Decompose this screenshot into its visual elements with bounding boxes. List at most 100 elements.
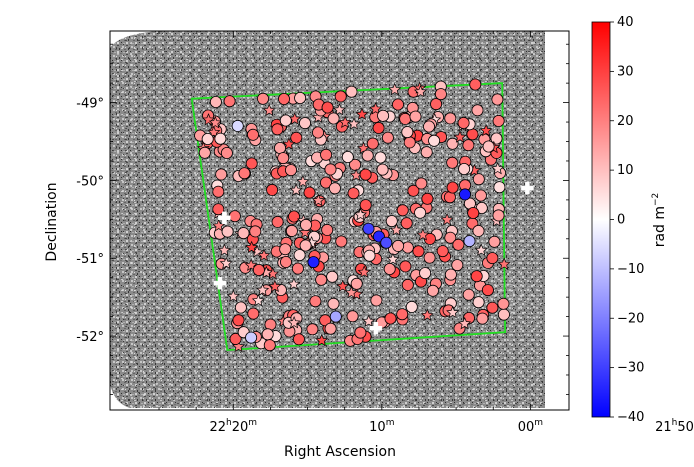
- extended-source-star: [440, 212, 454, 226]
- source-point: [228, 210, 241, 223]
- extended-source-star: [256, 283, 270, 296]
- source-point: [366, 137, 379, 150]
- source-point: [341, 150, 354, 163]
- source-point: [293, 249, 306, 262]
- source-point: [238, 167, 251, 180]
- source-point: [472, 296, 485, 309]
- source-point: [457, 116, 470, 129]
- extended-source-star: [332, 103, 347, 116]
- source-point: [292, 333, 305, 346]
- extended-source-star: [245, 240, 259, 254]
- source-point: [349, 158, 362, 171]
- colorbar-tick-label: 20: [617, 114, 634, 129]
- colorbar-label: rad m−2: [651, 193, 668, 248]
- extended-source-star: [315, 333, 329, 347]
- source-point: [446, 137, 459, 150]
- source-point: [198, 146, 211, 159]
- source-point: [363, 249, 376, 262]
- source-point: [335, 235, 348, 248]
- source-point-negative-rm: [380, 236, 393, 249]
- source-point: [299, 218, 312, 231]
- source-point: [285, 224, 298, 237]
- extended-source-star: [420, 308, 434, 322]
- source-point: [359, 199, 372, 212]
- source-point: [384, 312, 397, 325]
- source-point: [277, 152, 290, 165]
- source-point: [214, 132, 227, 145]
- source-point: [412, 245, 425, 258]
- source-point: [319, 314, 332, 327]
- source-point: [345, 85, 358, 98]
- source-point: [266, 183, 279, 196]
- extended-source-star: [497, 257, 511, 270]
- x-tick-minutes: 10: [369, 420, 386, 435]
- x-tick-label: 00m: [518, 418, 543, 435]
- source-point: [482, 140, 495, 153]
- colorbar-tick-label: 40: [617, 15, 634, 30]
- extended-source-star: [386, 252, 400, 266]
- source-point: [212, 203, 225, 216]
- extended-source-star: [282, 137, 296, 150]
- source-point: [370, 294, 383, 307]
- source-point: [252, 263, 265, 276]
- extended-source-star: [355, 107, 369, 121]
- source-point: [396, 204, 409, 217]
- source-point: [481, 284, 494, 297]
- source-point: [430, 98, 443, 111]
- source-point: [279, 114, 292, 127]
- extended-source-star: [491, 161, 505, 175]
- x-axis-ticks: 22h20m10m00m21h50m: [158, 31, 694, 435]
- extended-source-star: [287, 277, 301, 290]
- source-point: [279, 243, 292, 256]
- source-point: [391, 98, 404, 111]
- colorbar-tick-label: 30: [617, 64, 634, 79]
- source-point: [469, 78, 482, 91]
- source-point: [306, 323, 319, 336]
- source-point: [229, 332, 242, 345]
- source-point-negative-rm: [362, 222, 375, 235]
- x-tick-hour-unit: h: [226, 418, 232, 428]
- source-point: [497, 308, 510, 321]
- source-point: [422, 120, 435, 133]
- source-point: [476, 312, 489, 325]
- source-point: [321, 223, 334, 236]
- source-point: [245, 157, 258, 170]
- extended-source-star: [311, 193, 325, 207]
- source-point: [470, 270, 483, 283]
- y-tick-label: -52°: [76, 330, 104, 345]
- source-point: [451, 259, 464, 272]
- extended-source-star: [453, 130, 467, 143]
- source-point: [361, 149, 374, 162]
- reference-cross: [521, 181, 534, 195]
- reference-cross: [218, 211, 231, 225]
- source-point: [209, 96, 222, 109]
- source-point: [415, 177, 428, 190]
- source-point: [354, 326, 367, 339]
- x-tick-minute-unit: m: [248, 418, 257, 428]
- source-point: [436, 245, 449, 258]
- source-point: [277, 93, 290, 106]
- x-tick-minutes: 50: [677, 420, 694, 435]
- source-point: [247, 307, 260, 320]
- source-point: [491, 93, 504, 106]
- source-point-negative-rm: [329, 310, 342, 323]
- extended-source-star: [344, 285, 358, 299]
- source-point-negative-rm: [307, 256, 320, 269]
- y-axis-label: Declination: [44, 182, 60, 261]
- extended-source-star: [217, 243, 231, 256]
- x-tick-hours: 22: [209, 420, 226, 435]
- source-point: [428, 134, 441, 147]
- source-point: [212, 185, 225, 198]
- source-point: [446, 181, 459, 194]
- source-point: [423, 251, 436, 264]
- source-point: [350, 277, 363, 290]
- extended-source-star: [298, 225, 312, 239]
- source-point: [271, 215, 284, 228]
- source-point: [221, 225, 234, 238]
- source-point: [372, 122, 385, 135]
- source-point: [444, 112, 457, 125]
- extended-source-star: [362, 314, 376, 327]
- colorbar-tick-label: 0: [617, 213, 625, 228]
- extended-source-star: [474, 243, 488, 256]
- source-point-negative-rm: [458, 188, 471, 201]
